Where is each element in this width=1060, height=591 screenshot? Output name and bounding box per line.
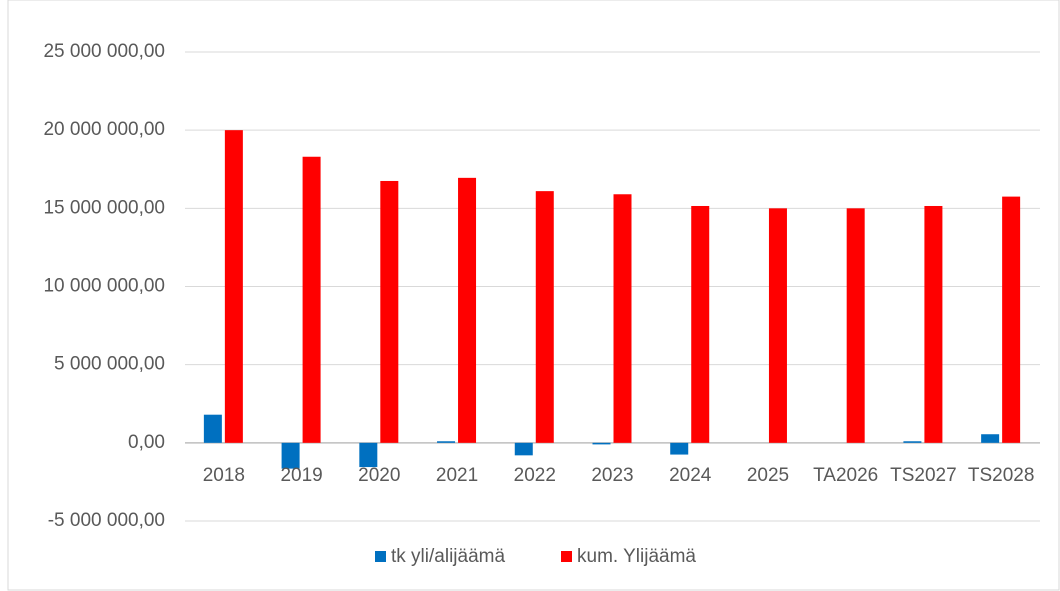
bar <box>981 434 1000 443</box>
x-tick-label: TS2027 <box>890 465 957 486</box>
legend-swatch <box>561 551 572 562</box>
chart-frame <box>7 0 1060 591</box>
y-tick-label: 0,00 <box>128 432 165 453</box>
y-tick-label: 20 000 000,00 <box>43 119 165 140</box>
legend-label: tk yli/alijäämä <box>391 546 505 567</box>
x-tick-label: TA2026 <box>813 465 878 486</box>
bar <box>691 205 710 443</box>
bar <box>458 177 477 443</box>
y-tick-label: -5 000 000,00 <box>48 510 165 531</box>
bar <box>768 208 787 443</box>
x-tick-label: 2023 <box>591 465 633 486</box>
legend-label: kum. Ylijäämä <box>577 546 696 567</box>
x-tick-label: 2021 <box>436 465 478 486</box>
bar <box>437 441 456 443</box>
y-tick-label: 15 000 000,00 <box>43 197 165 218</box>
x-tick-label: 2024 <box>669 465 712 486</box>
bar <box>302 156 321 443</box>
bar <box>592 442 611 445</box>
bar <box>903 441 922 443</box>
bar <box>380 180 399 443</box>
bar <box>359 442 378 468</box>
legend-swatch <box>375 551 386 562</box>
x-tick-label: 2018 <box>203 465 245 486</box>
x-tick-label: TS2028 <box>968 465 1035 486</box>
bar <box>224 130 243 443</box>
bar <box>535 191 554 443</box>
bar <box>1002 196 1021 443</box>
bar <box>924 205 943 443</box>
bar <box>514 442 533 456</box>
y-tick-label: 25 000 000,00 <box>43 41 165 62</box>
x-tick-label: 2025 <box>747 465 789 486</box>
x-tick-label: 2019 <box>280 465 322 486</box>
y-tick-label: 5 000 000,00 <box>54 354 165 375</box>
x-tick-label: 2022 <box>514 465 556 486</box>
bar <box>613 194 632 443</box>
bar <box>670 442 689 455</box>
bar <box>846 208 865 443</box>
bar <box>281 442 300 469</box>
y-tick-label: 10 000 000,00 <box>43 276 165 297</box>
bar <box>203 414 222 443</box>
x-tick-label: 2020 <box>358 465 400 486</box>
